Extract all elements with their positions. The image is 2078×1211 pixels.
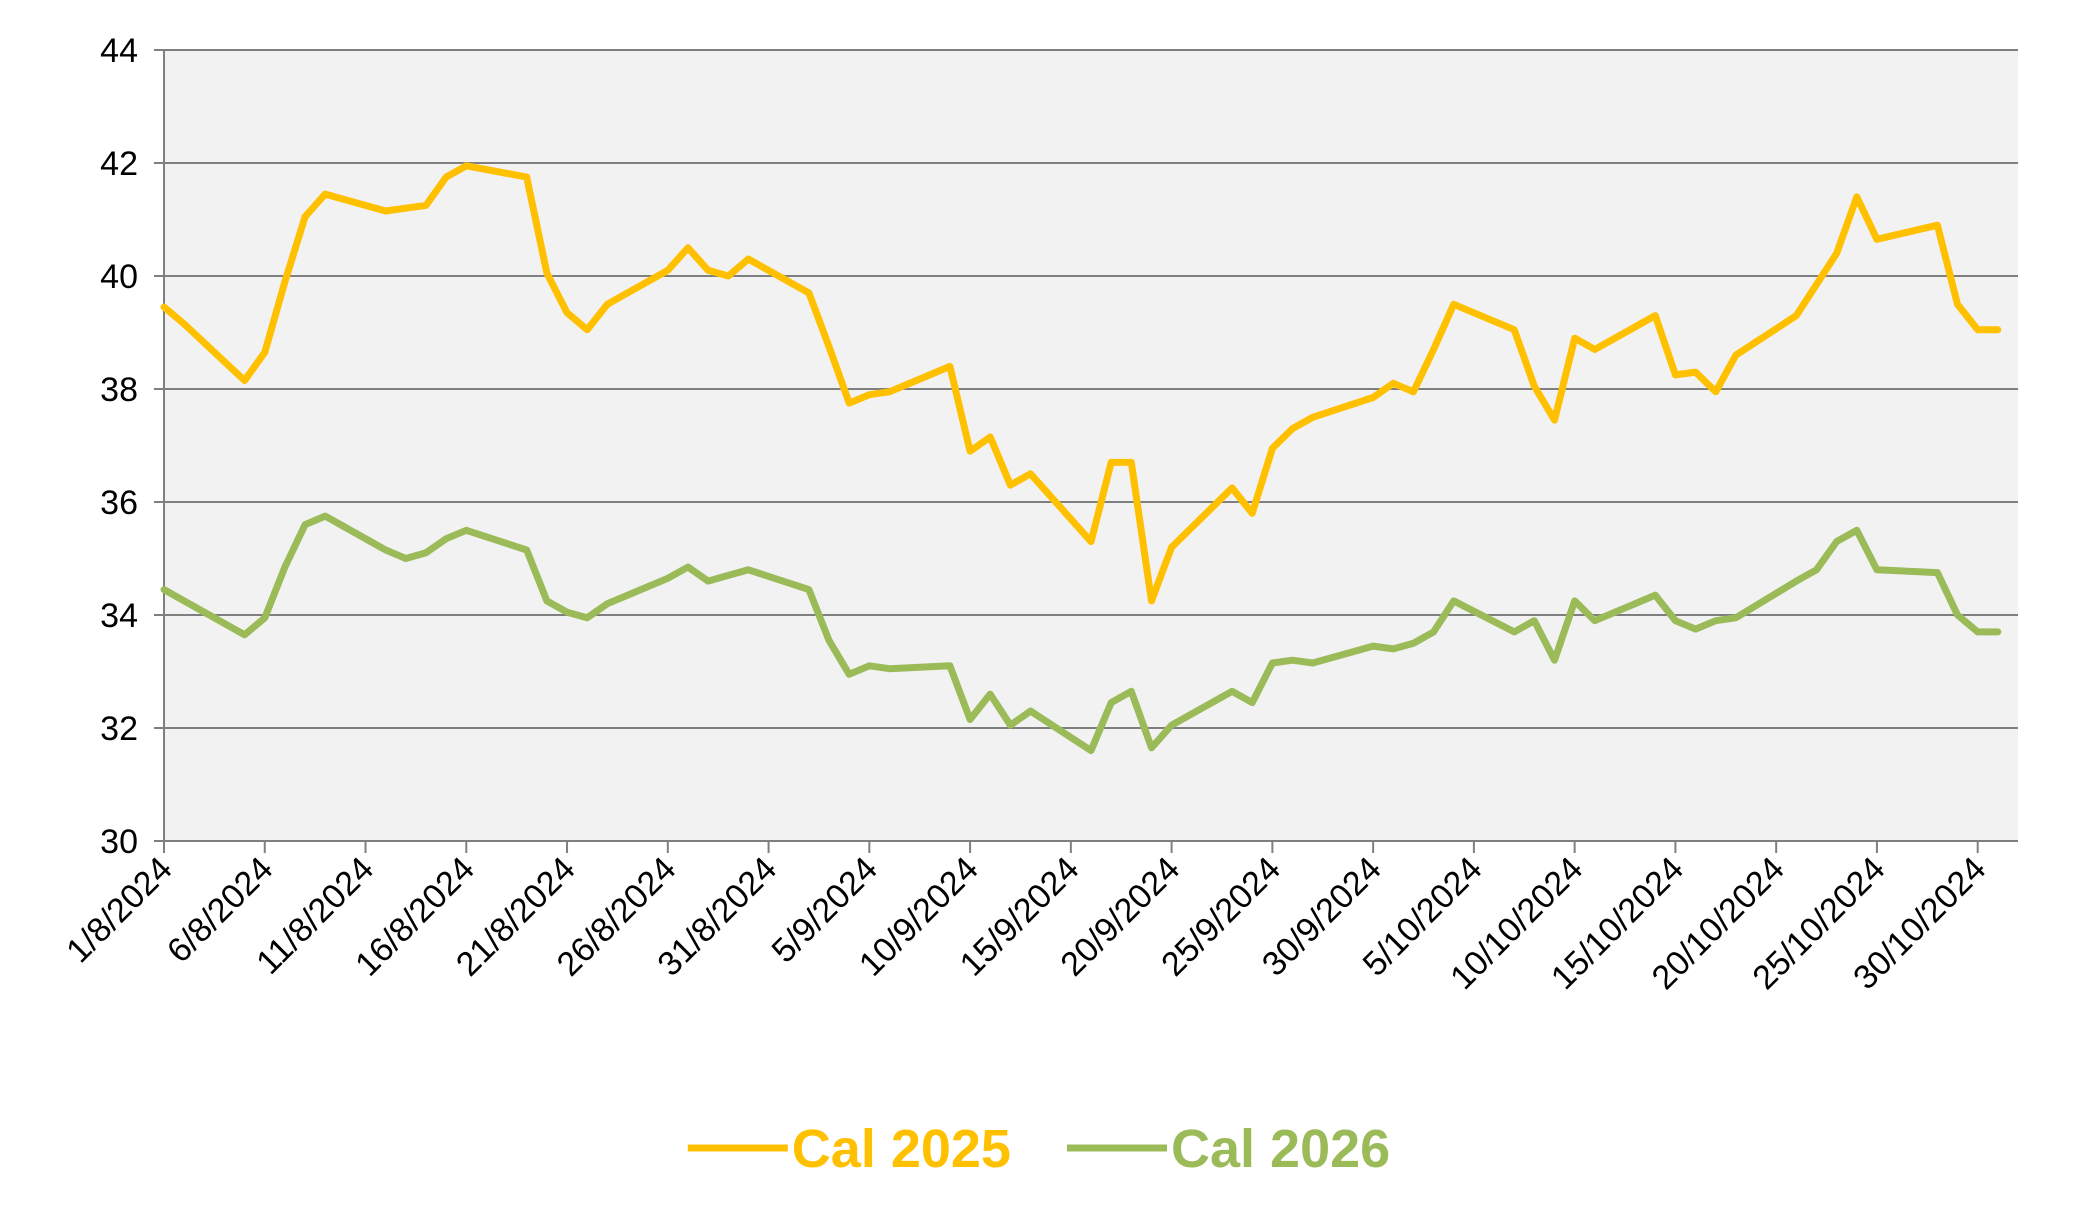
series-lines	[160, 162, 2002, 755]
y-axis-ticks: 30 32 34 36 38 40 42 44	[100, 32, 164, 861]
legend-label: Cal 2025	[792, 1119, 1011, 1179]
series-line-cal-2026	[160, 512, 2002, 755]
y-tick-label: 42	[100, 145, 138, 183]
gridlines	[164, 49, 2018, 729]
legend-label: Cal 2026	[1171, 1119, 1390, 1179]
y-tick-label: 32	[100, 710, 138, 748]
y-tick-label: 38	[100, 371, 138, 409]
x-tick-label: 1/8/2024	[59, 850, 179, 970]
series-line-cal-2025	[160, 162, 2002, 605]
legend: Cal 2025 Cal 2026	[687, 1119, 1390, 1179]
legend-item: Cal 2025	[687, 1119, 1011, 1179]
y-tick-label: 44	[100, 32, 138, 70]
legend-item: Cal 2026	[1067, 1119, 1390, 1179]
plot-area	[164, 50, 2018, 841]
y-tick-label: 36	[100, 484, 138, 522]
y-tick-label: 40	[100, 258, 138, 296]
y-tick-label: 34	[100, 597, 138, 635]
y-tick-label: 30	[100, 823, 138, 861]
